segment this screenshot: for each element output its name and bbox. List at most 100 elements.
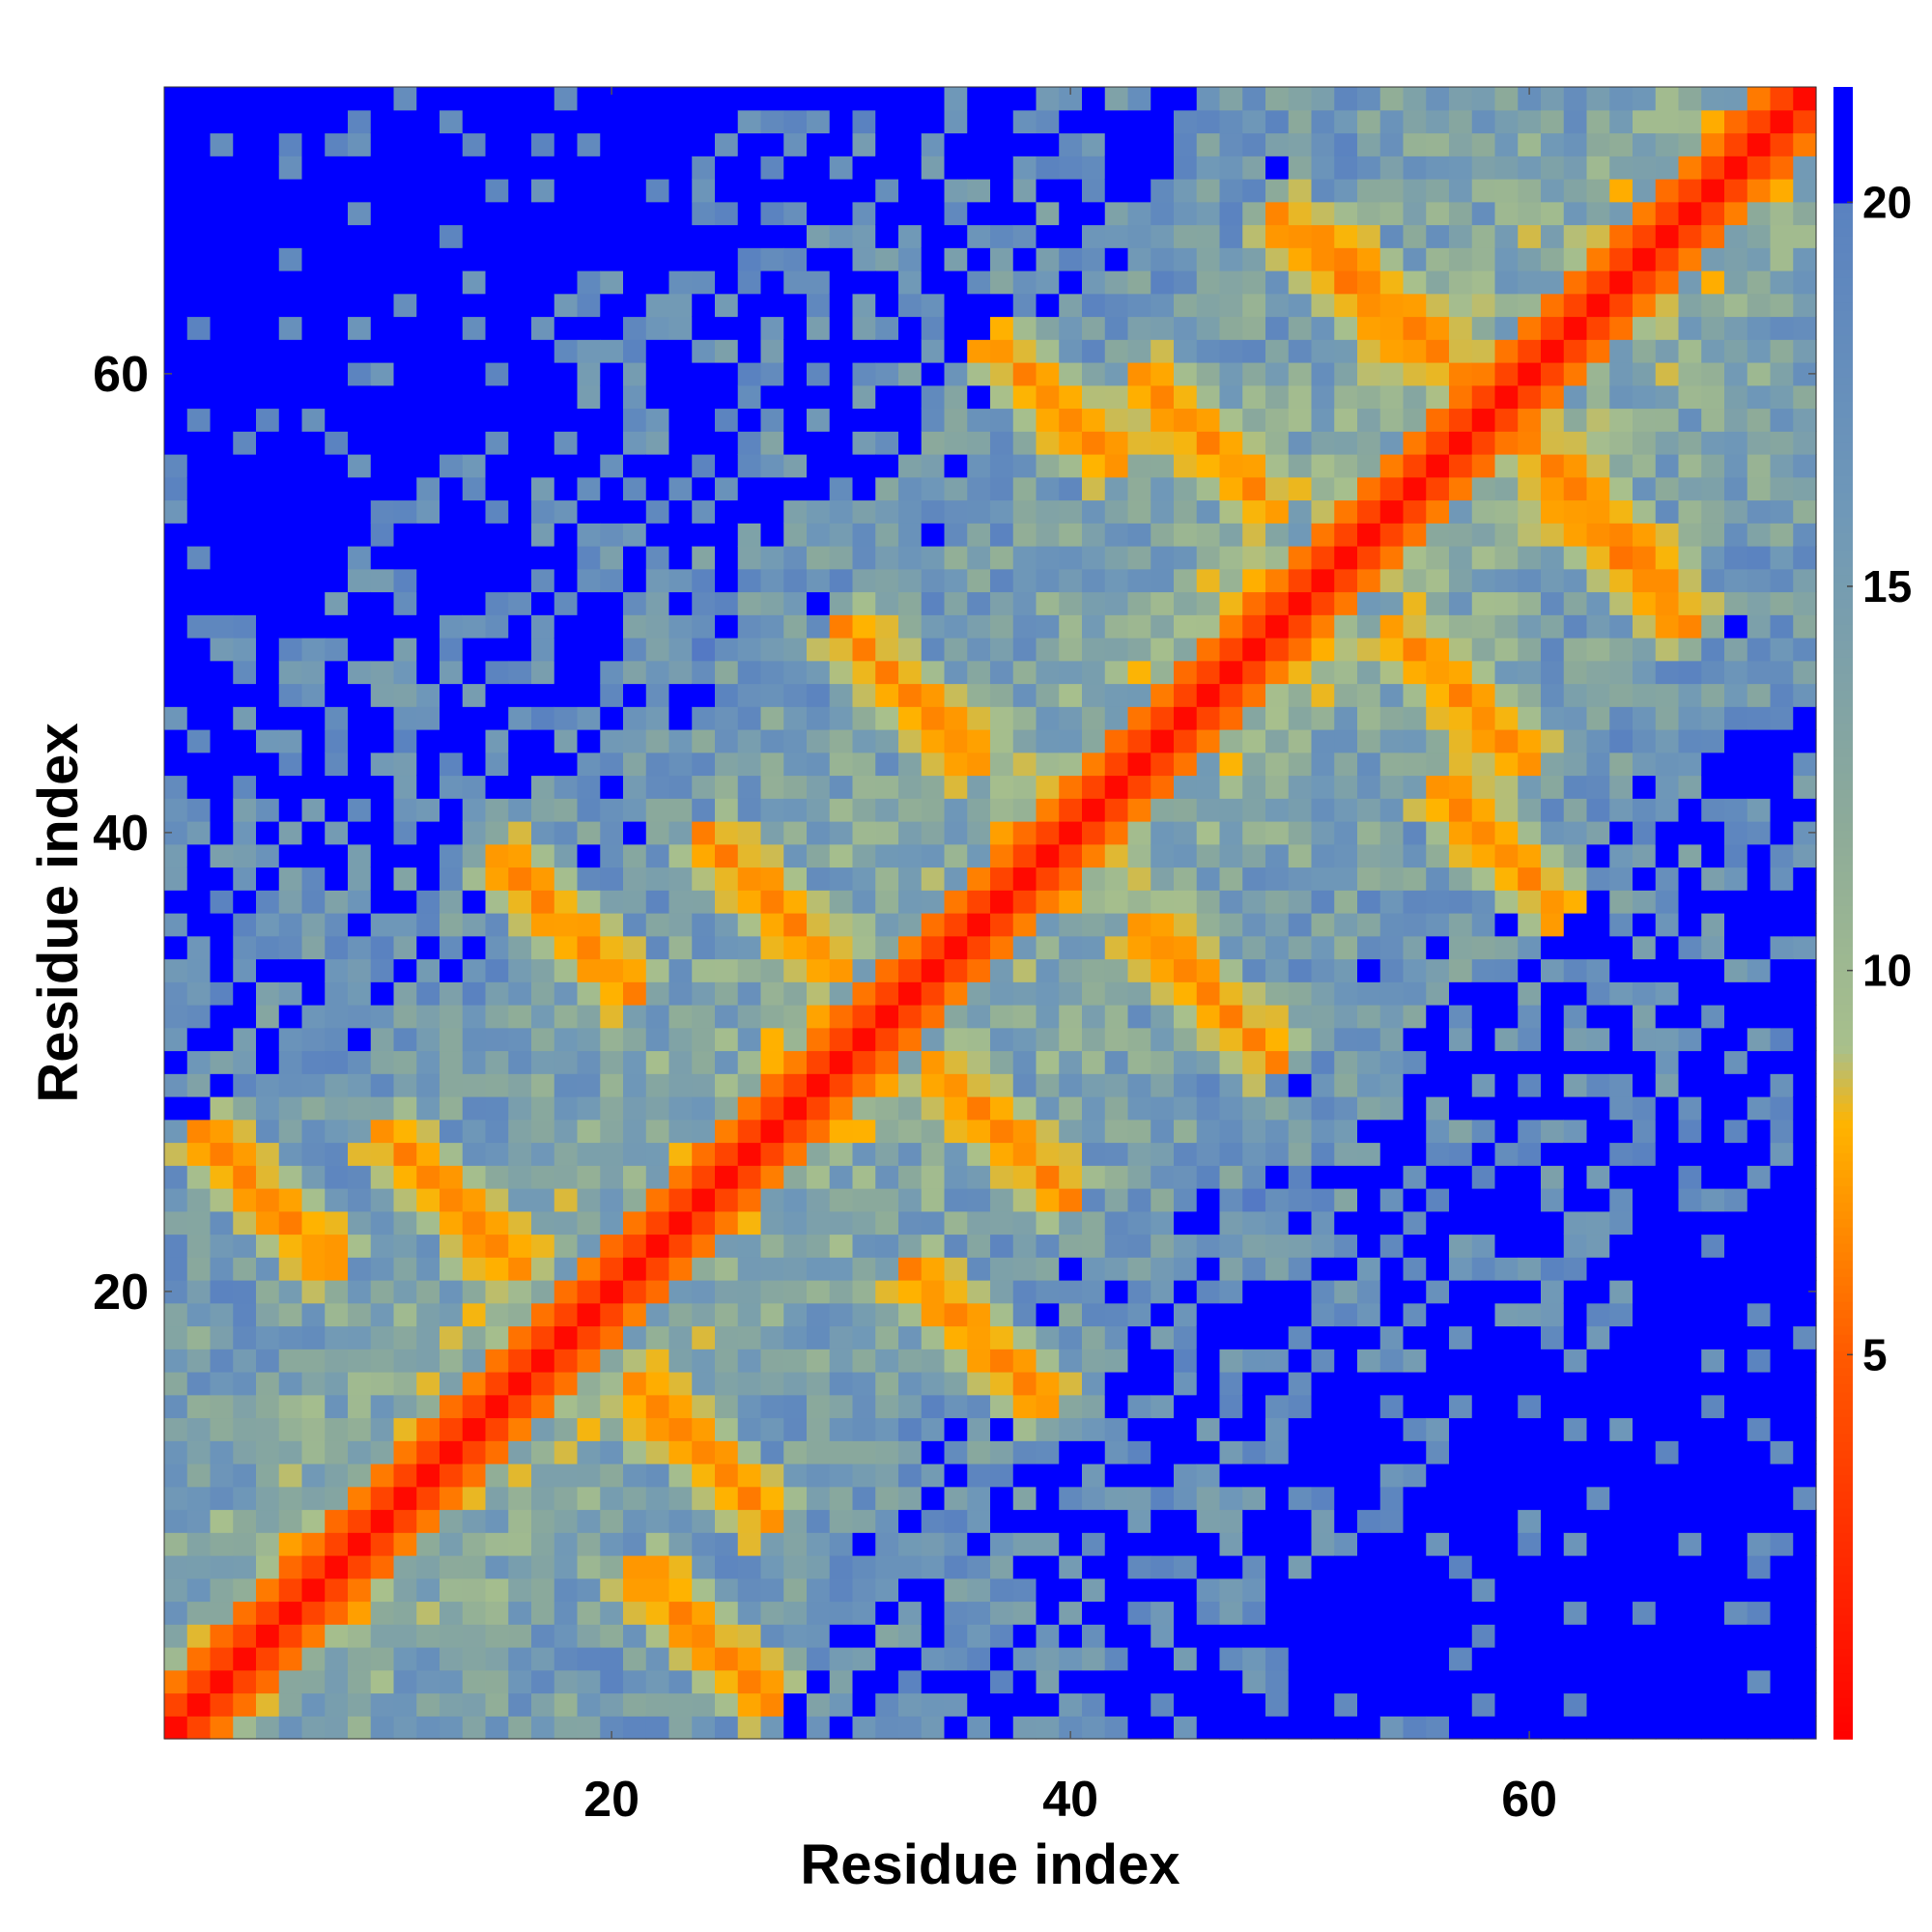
heatmap-cell [1494, 981, 1519, 1006]
heatmap-cell [852, 683, 876, 707]
heatmap-cell [1127, 1349, 1151, 1373]
heatmap-cell [301, 224, 326, 248]
heatmap-cell [600, 958, 624, 982]
heatmap-cell [1449, 1142, 1473, 1166]
heatmap-cell [623, 913, 647, 937]
heatmap-cell [164, 1210, 188, 1236]
heatmap-cell [852, 1532, 876, 1556]
heatmap-cell [485, 1463, 509, 1488]
heatmap-cell [737, 1119, 762, 1144]
heatmap-cell [1563, 1027, 1588, 1052]
heatmap-cell [440, 591, 464, 615]
heatmap-cell [440, 843, 464, 868]
heatmap-cell [325, 614, 349, 639]
heatmap-cell [760, 499, 784, 524]
heatmap-cell [1334, 798, 1358, 822]
heatmap-cell [807, 247, 831, 271]
heatmap-cell [623, 1050, 647, 1074]
heatmap-cell [1196, 798, 1221, 822]
heatmap-cell [1701, 1234, 1725, 1258]
heatmap-cell [485, 935, 509, 960]
heatmap-cell [1449, 1280, 1473, 1304]
heatmap-cell [1471, 798, 1496, 822]
heatmap-cell [1449, 408, 1473, 432]
heatmap-cell [1724, 1601, 1748, 1625]
heatmap-cell [1541, 1692, 1565, 1717]
heatmap-cell [1311, 1005, 1335, 1029]
heatmap-cell [1104, 1394, 1129, 1419]
heatmap-cell [393, 1096, 417, 1121]
heatmap-cell [1494, 1349, 1519, 1373]
heatmap-cell [1012, 1692, 1037, 1717]
heatmap-cell [1494, 499, 1519, 524]
heatmap-cell [1242, 179, 1266, 203]
heatmap-cell [186, 454, 212, 478]
heatmap-cell [531, 1647, 555, 1671]
heatmap-cell [1311, 362, 1335, 386]
heatmap-cell [967, 1624, 991, 1648]
heatmap-cell [1586, 775, 1610, 799]
heatmap-cell [692, 1509, 716, 1533]
heatmap-cell [278, 798, 303, 822]
heatmap-cell [1379, 843, 1405, 868]
heatmap-cell [325, 1096, 349, 1121]
heatmap-cell [1265, 339, 1290, 363]
heatmap-cell [1012, 1647, 1037, 1671]
heatmap-cell [1036, 1440, 1060, 1464]
heatmap-cell [1288, 683, 1313, 707]
heatmap-cell [1494, 316, 1519, 340]
heatmap-cell [577, 1188, 601, 1212]
heatmap-cell [760, 201, 784, 226]
heatmap-cell [1609, 87, 1634, 111]
heatmap-cell [393, 1119, 417, 1144]
heatmap-cell [668, 109, 693, 134]
heatmap-cell [1311, 1417, 1335, 1441]
heatmap-cell [325, 591, 349, 615]
heatmap-cell [783, 1624, 808, 1648]
heatmap-cell [485, 867, 509, 891]
heatmap-cell [1403, 1280, 1427, 1304]
heatmap-cell [1541, 706, 1565, 730]
heatmap-cell [233, 1486, 257, 1511]
heatmap-cell [668, 958, 693, 982]
heatmap-cell [737, 523, 762, 547]
heatmap-cell [645, 476, 670, 501]
heatmap-cell [600, 1509, 624, 1533]
heatmap-cell [990, 660, 1014, 685]
heatmap-cell [1518, 1165, 1542, 1189]
heatmap-cell [440, 1234, 464, 1258]
heatmap-cell [278, 981, 303, 1006]
heatmap-cell [1012, 729, 1037, 753]
heatmap-cell [1379, 1073, 1405, 1097]
heatmap-cell [1219, 1532, 1243, 1556]
heatmap-cell [1426, 1165, 1450, 1189]
heatmap-cell [1678, 1601, 1702, 1625]
heatmap-cell [462, 1096, 487, 1121]
heatmap-cell [1265, 1463, 1290, 1488]
heatmap-cell [737, 660, 762, 685]
heatmap-cell [416, 224, 440, 248]
heatmap-cell [1471, 362, 1496, 386]
heatmap-cell [1379, 201, 1405, 226]
heatmap-cell [370, 1050, 395, 1074]
heatmap-cell [600, 568, 624, 593]
heatmap-cell [600, 1257, 624, 1281]
heatmap-cell [668, 499, 693, 524]
heatmap-cell [1059, 201, 1083, 226]
heatmap-cell [1242, 913, 1266, 937]
heatmap-cell [1036, 867, 1060, 891]
heatmap-cell [1196, 132, 1221, 156]
heatmap-cell [760, 1669, 784, 1694]
heatmap-cell [164, 1073, 188, 1097]
heatmap-cell [348, 752, 372, 777]
heatmap-cell [1288, 87, 1313, 111]
heatmap-cell [807, 1532, 831, 1556]
heatmap-cell [645, 1005, 670, 1029]
heatmap-cell [1541, 316, 1565, 340]
heatmap-cell [1059, 1142, 1083, 1166]
heatmap-cell [1494, 935, 1519, 960]
heatmap-cell [1059, 1280, 1083, 1304]
heatmap-cell [1127, 1027, 1151, 1052]
heatmap-cell [944, 1050, 968, 1074]
heatmap-cell [301, 293, 326, 318]
